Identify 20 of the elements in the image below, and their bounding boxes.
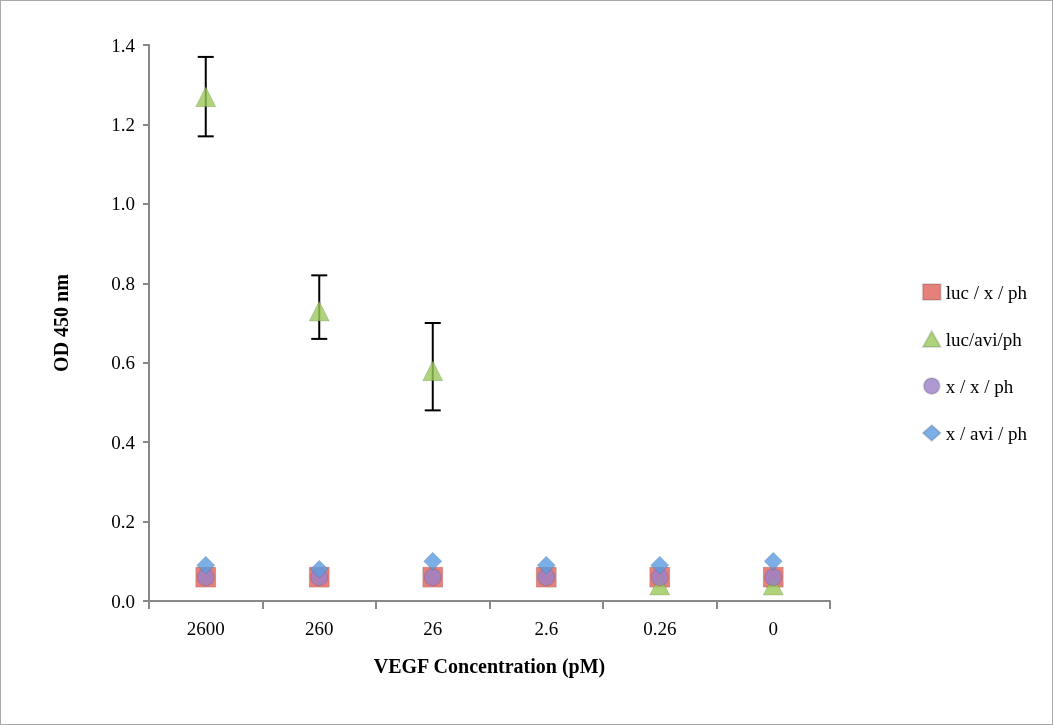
y-tick-label: 1.0 bbox=[111, 193, 135, 215]
y-tick-label: 1.2 bbox=[111, 113, 135, 135]
legend-label: luc/avi/ph bbox=[945, 328, 1023, 350]
y-tick-label: 0.2 bbox=[111, 511, 135, 533]
y-tick-label: 0.4 bbox=[111, 431, 136, 453]
y-tick-label: 0.6 bbox=[111, 352, 135, 374]
legend-label: x / x / ph bbox=[945, 375, 1014, 397]
x-tick-label: 2.6 bbox=[534, 618, 559, 639]
x-tick-label: 0.26 bbox=[643, 618, 677, 639]
y-tick-label: 0.0 bbox=[111, 590, 135, 612]
y-axis-title: OD 450 nm bbox=[50, 273, 72, 372]
x-tick-label: 2600 bbox=[186, 618, 225, 639]
legend-label: x / avi / ph bbox=[945, 422, 1028, 444]
y-tick-label: 1.4 bbox=[111, 34, 136, 56]
x-axis-title: VEGF Concentration (pM) bbox=[373, 655, 606, 678]
x-tick-label: 26 bbox=[423, 618, 443, 639]
x-tick-label: 0 bbox=[768, 618, 778, 639]
x-tick-label: 260 bbox=[305, 618, 334, 639]
y-tick-label: 0.8 bbox=[111, 272, 135, 294]
legend-label: luc / x / ph bbox=[945, 281, 1028, 303]
